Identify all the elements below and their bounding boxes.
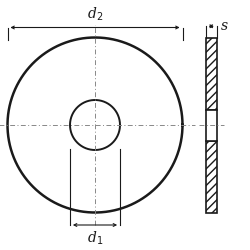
Text: d$_2$: d$_2$: [87, 6, 103, 23]
Polygon shape: [206, 110, 217, 140]
Text: d$_1$: d$_1$: [87, 230, 103, 247]
Polygon shape: [206, 140, 217, 212]
Polygon shape: [206, 38, 217, 110]
Text: s: s: [221, 19, 228, 33]
